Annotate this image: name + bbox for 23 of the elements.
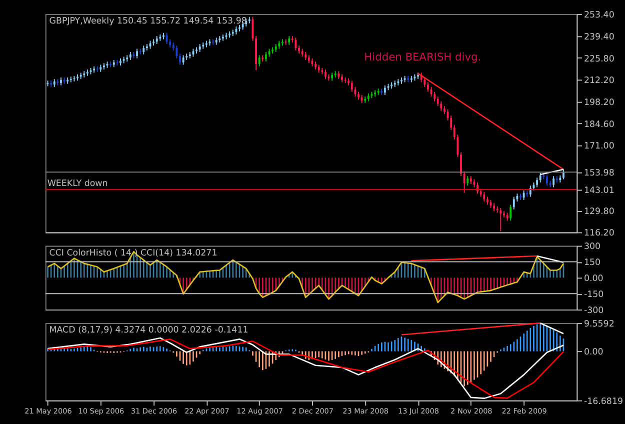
annotation: Hidden BEARISH divg. (364, 50, 482, 64)
y-tick-label: 253.40 (584, 10, 614, 20)
chart-title: MACD (8,17,9) 4.3274 0.0000 2.0226 -0.1411 (49, 326, 248, 336)
y-tick-label: 300 (584, 242, 601, 252)
y-tick-label: 116.20 (584, 228, 614, 239)
y-tick-label: 225.80 (584, 54, 614, 64)
y-tick-label: -16.6819 (584, 396, 624, 407)
ref-line-label: WEEKLY down (47, 178, 108, 189)
y-tick-label: 9.5592 (584, 319, 614, 330)
y-tick-label: 143.01 (584, 186, 614, 196)
chart-title: CCI ColorHisto ( 14 ) CCI(14) 134.0271 (49, 248, 218, 258)
y-tick-label: 0.00 (584, 348, 604, 358)
y-tick-label: 239.40 (584, 32, 614, 43)
y-tick-label: 171.00 (584, 141, 614, 152)
y-tick-label: 184.60 (584, 120, 614, 130)
y-tick-label: -150 (584, 290, 604, 300)
y-tick-label: 198.20 (584, 98, 614, 108)
y-tick-label: 0.00 (584, 274, 604, 284)
y-tick-label: 129.80 (584, 207, 614, 218)
y-tick-label: 150 (584, 258, 601, 268)
y-tick-label: 153.98 (584, 168, 614, 179)
y-tick-label: -300 (584, 306, 604, 316)
y-tick-label: 212.20 (584, 76, 614, 86)
